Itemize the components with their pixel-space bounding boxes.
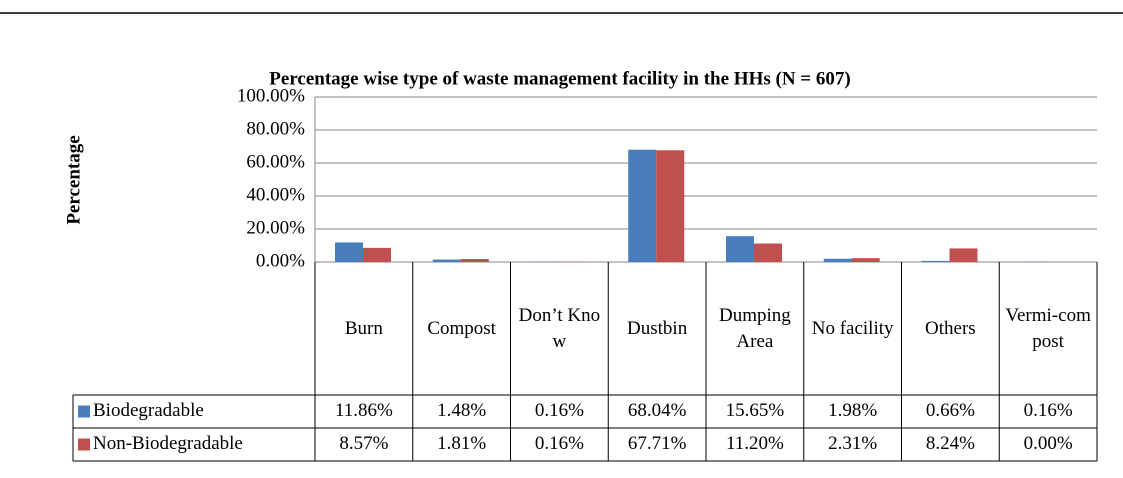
bar: [949, 248, 978, 262]
y-tick-label: 0.00%: [256, 250, 305, 271]
bar: [851, 258, 880, 262]
bar: [628, 149, 657, 262]
data-label: 15.65%: [726, 400, 785, 421]
y-axis-label: Percentage: [63, 135, 84, 224]
data-label: 8.57%: [339, 433, 388, 454]
y-tick-label: 40.00%: [246, 184, 305, 205]
data-label: 11.20%: [726, 433, 784, 454]
x-tick-label: Others: [925, 317, 976, 339]
data-label: 2.31%: [828, 433, 877, 454]
legend-label: Non-Biodegradable: [93, 433, 243, 454]
bar: [726, 236, 754, 262]
bar: [460, 259, 489, 262]
y-tick-label: 20.00%: [246, 217, 305, 238]
bar: [363, 247, 391, 262]
chart-title: Percentage wise type of waste management…: [269, 68, 850, 89]
y-tick-label: 100.00%: [237, 85, 305, 106]
bar: [432, 259, 461, 262]
bar: [335, 242, 363, 262]
x-tick-label: Don’t Know: [518, 304, 601, 352]
x-tick-label: Vermi-compost: [1005, 304, 1091, 352]
bar: [823, 258, 852, 262]
y-tick-label: 60.00%: [246, 151, 305, 172]
bar: [921, 260, 950, 262]
x-tick-label: Dumping Area: [718, 304, 791, 352]
x-tick-label: No facility: [811, 317, 894, 339]
data-label: 1.81%: [437, 433, 486, 454]
x-tick-label: Dustbin: [627, 317, 688, 339]
legend-key: [78, 405, 90, 418]
x-tick-label: Compost: [427, 317, 496, 339]
data-label: 67.71%: [628, 433, 687, 454]
data-label: 11.86%: [335, 400, 393, 421]
data-label: 1.48%: [437, 400, 486, 421]
legend-key: [78, 438, 90, 451]
x-tick-label: Burn: [344, 317, 383, 339]
data-label: 68.04%: [628, 400, 687, 421]
bar: [754, 243, 782, 262]
legend-label: Biodegradable: [93, 400, 204, 421]
data-label: 0.16%: [535, 400, 584, 421]
data-label: 0.66%: [926, 400, 975, 421]
data-label: 8.24%: [926, 433, 975, 454]
data-label: 0.16%: [535, 433, 584, 454]
y-tick-label: 80.00%: [246, 118, 305, 139]
data-label: 1.98%: [828, 400, 877, 421]
data-label: 0.16%: [1024, 400, 1073, 421]
bar: [656, 150, 685, 262]
data-label: 0.00%: [1024, 433, 1073, 454]
